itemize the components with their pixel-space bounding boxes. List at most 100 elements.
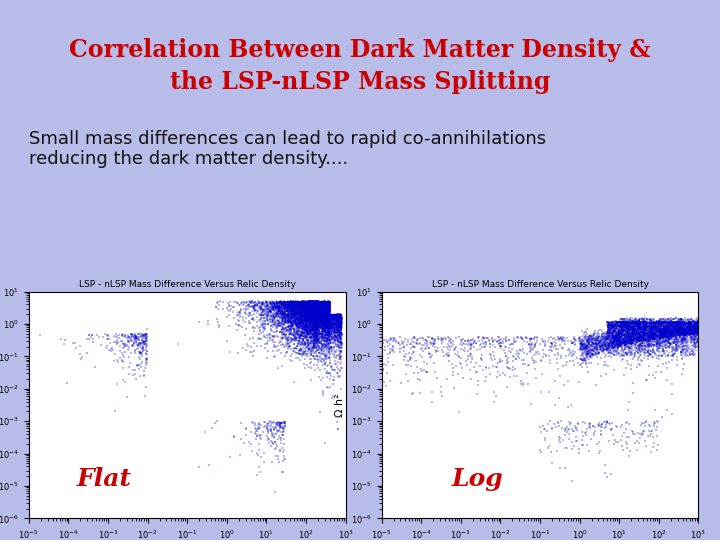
Point: [299, 307, 310, 315]
Point: [323, 331, 335, 340]
Point: [300, 310, 312, 319]
Point: [286, 310, 297, 319]
Point: [634, 330, 646, 339]
Point: [620, 322, 631, 331]
Point: [645, 342, 657, 351]
Point: [301, 301, 312, 310]
Point: [297, 339, 309, 348]
Point: [322, 323, 333, 332]
Point: [623, 433, 634, 442]
Point: [649, 330, 660, 339]
Point: [308, 298, 320, 307]
Point: [308, 319, 320, 328]
Point: [303, 299, 315, 307]
Point: [500, 337, 512, 346]
Point: [331, 313, 343, 321]
Point: [626, 338, 637, 346]
Point: [298, 299, 310, 308]
Point: [307, 310, 318, 319]
Point: [318, 331, 330, 340]
Point: [300, 299, 311, 307]
Point: [649, 320, 661, 328]
Point: [295, 304, 307, 313]
Point: [259, 313, 271, 322]
Point: [307, 300, 318, 309]
Point: [629, 326, 641, 335]
Point: [307, 316, 318, 325]
Point: [309, 306, 320, 315]
Point: [584, 418, 595, 427]
Point: [296, 313, 307, 321]
Point: [335, 321, 346, 330]
Point: [303, 303, 315, 312]
Point: [676, 326, 688, 335]
Point: [570, 340, 581, 349]
Point: [137, 352, 148, 361]
Point: [298, 311, 310, 320]
Point: [306, 307, 318, 316]
Point: [335, 312, 346, 321]
Point: [311, 302, 323, 311]
Point: [266, 322, 277, 330]
Point: [687, 321, 698, 330]
Point: [664, 322, 675, 331]
Point: [320, 352, 331, 361]
Point: [310, 303, 322, 312]
Point: [135, 363, 146, 372]
Point: [610, 334, 621, 343]
Point: [275, 300, 287, 308]
Point: [297, 298, 308, 307]
Point: [286, 310, 297, 319]
Point: [328, 315, 339, 324]
Point: [629, 353, 640, 361]
Point: [662, 323, 674, 332]
Point: [299, 303, 310, 312]
Point: [626, 322, 638, 331]
Point: [660, 326, 671, 335]
Point: [313, 304, 325, 313]
Point: [669, 322, 680, 330]
Point: [654, 336, 665, 345]
Point: [538, 349, 549, 358]
Point: [676, 330, 688, 339]
Point: [658, 327, 670, 336]
Point: [307, 307, 319, 316]
Point: [611, 333, 623, 341]
Point: [267, 440, 279, 448]
Point: [636, 347, 648, 355]
Point: [384, 348, 396, 356]
Point: [685, 327, 697, 335]
Point: [621, 323, 632, 332]
Point: [627, 323, 639, 332]
Point: [616, 329, 627, 338]
Point: [312, 322, 323, 330]
Point: [459, 343, 471, 352]
Point: [537, 337, 549, 346]
Point: [266, 307, 277, 315]
Point: [626, 334, 637, 343]
Point: [689, 342, 701, 351]
Point: [310, 313, 322, 322]
Point: [623, 329, 634, 338]
Point: [312, 363, 324, 372]
Point: [307, 340, 319, 349]
Point: [258, 314, 270, 322]
Point: [284, 333, 295, 341]
Point: [454, 359, 465, 367]
Point: [618, 330, 629, 339]
Point: [321, 297, 333, 306]
Point: [637, 345, 649, 354]
Point: [240, 424, 251, 433]
Point: [309, 323, 320, 332]
Point: [678, 330, 690, 339]
Point: [282, 297, 294, 306]
Point: [652, 342, 664, 351]
Point: [305, 309, 316, 318]
Point: [321, 329, 333, 338]
Point: [318, 303, 329, 312]
Point: [318, 314, 330, 323]
Point: [127, 330, 138, 339]
Point: [623, 329, 634, 338]
Point: [323, 308, 334, 317]
Point: [297, 330, 308, 339]
